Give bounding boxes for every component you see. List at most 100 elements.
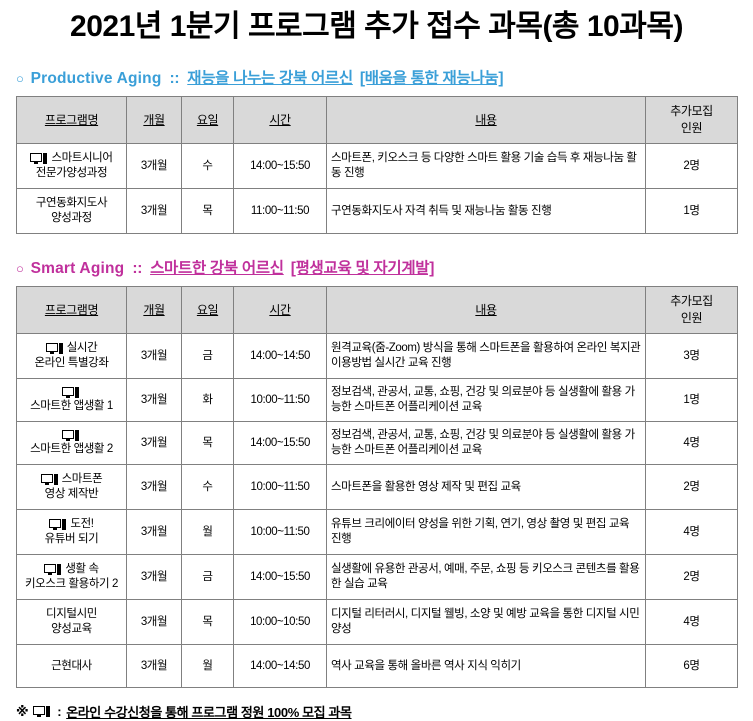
cell-time: 14:00~14:50 [233,333,327,379]
cell-content: 구연동화지도사 자격 취득 및 재능나눔 활동 진행 [326,188,646,234]
cell-capacity: 1명 [645,188,738,234]
cell-capacity: 2명 [645,554,738,600]
column-header-capacity: 추가모집 인원 [645,96,738,144]
cell-capacity: 4명 [645,599,738,645]
schedule-table-2: 프로그램명 개월 요일 시간 내용 추가모집 인원 실시간 온라인 특별강좌 3개월 금 14:00~… [16,286,738,688]
cell-content: 정보검색, 관공서, 교통, 쇼핑, 건강 및 의료분야 등 실생활에 활용 가… [326,378,646,422]
cell-program-name: 도전! 유튜버 되기 [16,509,127,555]
cell-time: 14:00~15:50 [233,143,327,189]
cell-content: 유튜브 크리에이터 양성을 위한 기획, 연기, 영상 촬영 및 편집 교육 진… [326,509,646,555]
cell-capacity: 6명 [645,644,738,688]
table-header-row: 프로그램명 개월 요일 시간 내용 추가모집 인원 [16,286,738,334]
table-row: 디지털시민 양성교육 3개월 목 10:00~10:50 디지털 리터러시, 디지털 웰빙… [16,599,738,645]
cell-months: 3개월 [126,188,182,234]
section-title-en: Productive Aging [30,70,162,87]
program-name-text: 스마트시니어 [51,152,113,164]
table-row: 구연동화지도사 양성과정 3개월 목 11:00~11:50 구연동화지도사 자격 취득 … [16,188,738,234]
cell-time: 10:00~11:50 [233,464,327,510]
footnote-separator: : [57,704,62,719]
section-title-kr: 재능을 나누는 강북 어르신 [187,70,353,87]
cell-time: 14:00~14:50 [233,644,327,688]
column-header-day: 요일 [181,96,234,144]
program-name-line-1: 디지털시민 [21,607,122,622]
program-name-text: 디지털시민 [46,608,97,620]
cell-content: 스마트폰, 키오스크 등 다양한 스마트 활용 기술 습득 후 재능나눔 활동 … [326,143,646,189]
cell-months: 3개월 [126,554,182,600]
program-name-line-2: 근현대사 [51,659,92,672]
section-title-kr: 스마트한 강북 어르신 [150,260,284,277]
column-header-program: 프로그램명 [16,286,127,334]
footnote-mark: ※ [16,703,29,719]
program-name-line-1 [21,386,122,399]
column-header-content: 내용 [326,286,646,334]
column-header-content: 내용 [326,96,646,144]
section-bullet: ○ [16,261,24,276]
cell-capacity: 1명 [645,378,738,422]
footnote: ※ : 온라인 수강신청을 통해 프로그램 정원 100% 모집 과목 [16,702,737,721]
program-name-text: 스마트폰 [61,473,103,485]
program-name-line-1 [21,429,122,442]
section-separator: :: [169,70,180,87]
monitor-icon [45,342,63,355]
program-name-line-1: 스마트폰 [21,472,122,487]
cell-capacity: 3명 [645,333,738,379]
cell-day: 목 [181,188,234,234]
column-header-capacity: 추가모집 인원 [645,286,738,334]
cell-months: 3개월 [126,464,182,510]
program-name-line-2: 양성과정 [51,212,92,224]
program-name-line-2: 전문가양성과정 [35,167,108,179]
section-subtitle: [평생교육 및 자기계발] [290,260,435,277]
table-row: 스마트한 앱생활 1 3개월 화 10:00~11:50 정보검색, 관공서, 교통, … [16,378,738,422]
cell-months: 3개월 [126,421,182,465]
cell-program-name: 스마트폰 영상 제작반 [16,464,127,510]
cell-day: 금 [181,554,234,600]
table-row: 도전! 유튜버 되기 3개월 월 10:00~11:50 유튜브 크리에이터 양성을 위한… [16,509,738,555]
column-header-time: 시간 [233,96,327,144]
cell-program-name: 근현대사 [16,644,127,688]
program-name-text: 실시간 [66,342,98,354]
cell-time: 10:00~11:50 [233,378,327,422]
program-name-line-2: 스마트한 앱생활 2 [30,442,113,455]
program-name-line-2: 양성교육 [51,623,92,635]
cell-day: 금 [181,333,234,379]
cell-content: 원격교육(줌-Zoom) 방식을 통해 스마트폰을 활용하여 온라인 복지관 이… [326,333,646,379]
cell-content: 실생활에 유용한 관공서, 예매, 주문, 쇼핑 등 키오스크 콘텐츠를 활용한… [326,554,646,600]
column-header-months: 개월 [126,96,182,144]
sections-container: ○ Productive Aging:: 재능을 나누는 강북 어르신 [배움을 통한… [16,66,738,688]
cell-program-name: 생활 속 키오스크 활용하기 2 [16,554,127,600]
program-name-line-1: 도전! [21,517,122,532]
program-name-line-1: 생활 속 [21,562,122,577]
cell-content: 디지털 리터러시, 디지털 웰빙, 소양 및 예방 교육을 통한 디지털 시민 … [326,599,646,645]
program-name-line-1: 구연동화지도사 [21,196,122,211]
monitor-icon [62,386,79,399]
program-name-line-2: 온라인 특별강좌 [34,357,109,369]
table-row: 스마트한 앱생활 2 3개월 목 14:00~15:50 정보검색, 관공서, 교통, … [16,421,738,465]
section-header-2: ○ Smart Aging:: 스마트한 강북 어르신 [평생교육 및 자기계발] [16,256,737,278]
page-title: 2021년 1분기 프로그램 추가 접수 과목(총 10과목) [70,10,683,43]
column-header-months: 개월 [126,286,182,334]
cell-months: 3개월 [126,509,182,555]
cell-time: 14:00~15:50 [233,421,327,465]
cell-day: 수 [181,464,234,510]
cell-day: 수 [181,143,234,189]
column-header-program: 프로그램명 [16,96,127,144]
monitor-icon [40,473,58,486]
program-name-line-1: 실시간 [21,341,122,356]
program-name-line-2: 스마트한 앱생활 1 [30,399,113,412]
cell-months: 3개월 [126,143,182,189]
cell-day: 화 [181,378,234,422]
cell-capacity: 2명 [645,464,738,510]
monitor-icon [30,152,48,165]
cell-time: 10:00~10:50 [233,599,327,645]
document-page: 2021년 1분기 프로그램 추가 접수 과목(총 10과목) ○ Product… [16,10,738,720]
program-name-line-2: 키오스크 활용하기 2 [24,578,119,590]
section-separator: :: [132,260,143,277]
cell-day: 목 [181,421,234,465]
table-row: 스마트폰 영상 제작반 3개월 수 10:00~11:50 스마트폰을 활용한 영상 제작… [16,464,738,510]
program-name-text: 구연동화지도사 [35,197,108,209]
cell-day: 목 [181,599,234,645]
